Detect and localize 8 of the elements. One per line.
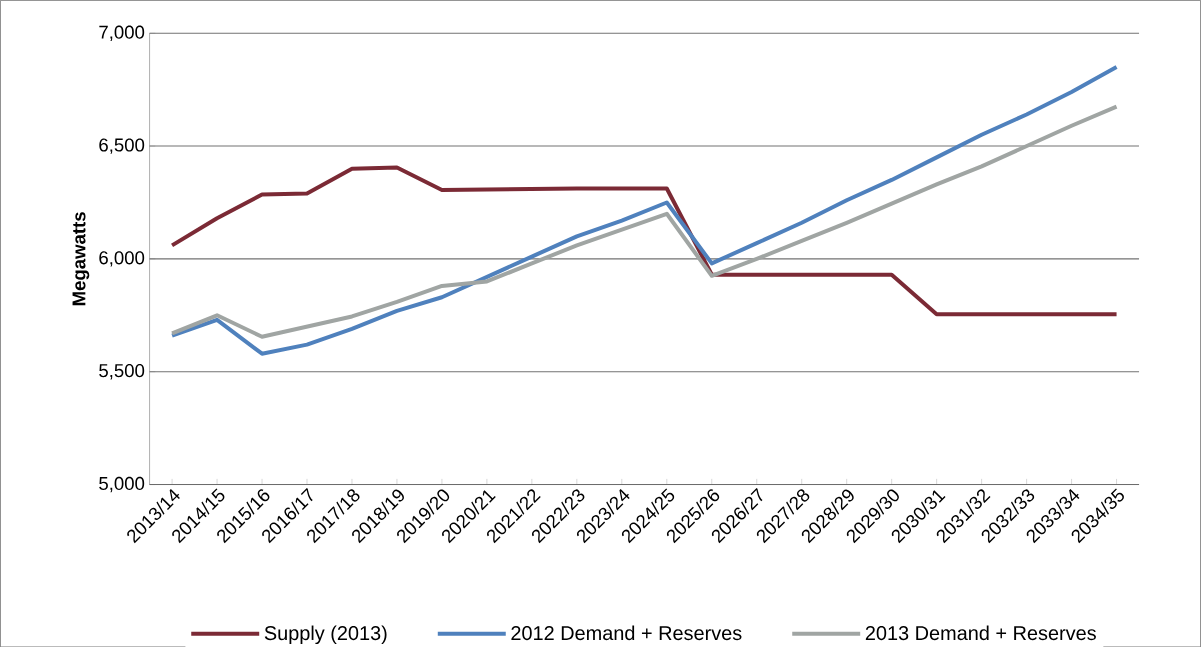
y-tick-label: 5,500 <box>99 363 145 380</box>
y-axis-title: Megawatts <box>72 211 90 305</box>
legend-label: 2012 Demand + Reserves <box>511 625 742 640</box>
y-tick-label: 6,500 <box>99 138 145 154</box>
y-tick-label: 6,000 <box>99 251 145 267</box>
legend-label: Supply (2013) <box>264 625 387 644</box>
y-tick-label: 7,000 <box>99 25 145 41</box>
legend-label: 2013 Demand + Reserves <box>865 625 1096 640</box>
